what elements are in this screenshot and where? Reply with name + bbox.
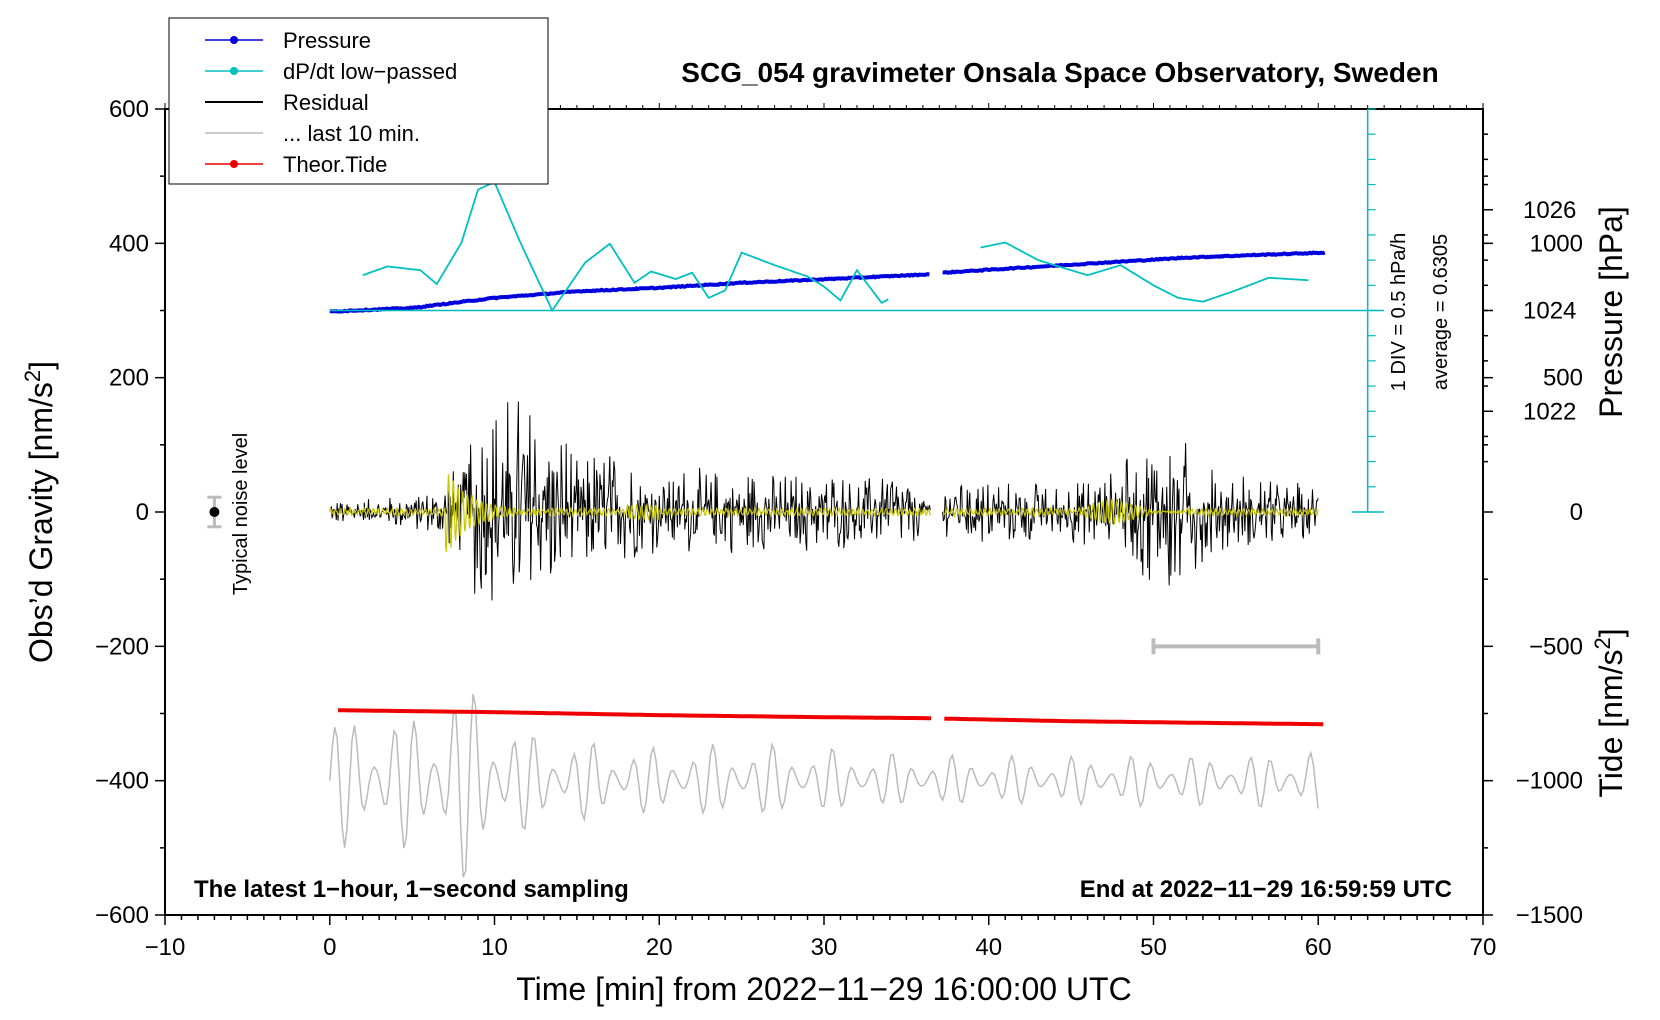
legend-label: ... last 10 min. (283, 121, 420, 146)
legend-marker (230, 160, 238, 168)
legend-label: Residual (283, 90, 369, 115)
last-10-min-line (329, 693, 1319, 878)
pressure-line (942, 250, 1326, 275)
annotation-layer (207, 108, 1385, 655)
legend: Pressure dP/dt low−passed Residual ... last… (168, 17, 549, 185)
filtered-residual-line (329, 474, 931, 552)
y-axis-label-tide: Tide [nm/s2] (1590, 628, 1629, 797)
pressure-tick-label: 1024 (1523, 298, 1576, 325)
x-tick-label: −10 (145, 934, 186, 961)
y-tick-label: 600 (109, 96, 149, 123)
tide-tick-label: 500 (1543, 365, 1583, 392)
y-axis-label-tide-main: Tide [nm/s (1593, 649, 1629, 797)
y-axis-label-pressure: Pressure [hPa] (1593, 206, 1629, 418)
y-axis-label-left-sup: 2 (20, 370, 45, 382)
y-tick-label: −200 (95, 633, 149, 660)
y-tick-label: −400 (95, 768, 149, 795)
legend-label: dP/dt low−passed (283, 59, 457, 84)
y-tick-label: 400 (109, 230, 149, 257)
tide-tick-label: 1000 (1530, 230, 1583, 257)
y-axis-label-left-main: Obs’d Gravity [nm/s (23, 382, 59, 663)
tide-tick-label: −1500 (1516, 902, 1583, 929)
x-tick-label: 0 (323, 934, 336, 961)
x-tick-label: 40 (975, 934, 1002, 961)
residual-line (329, 401, 931, 601)
x-axis-label: Time [min] from 2022−11−29 16:00:00 UTC (516, 971, 1131, 1007)
pressure-line (329, 272, 930, 314)
x-tick-label: 10 (481, 934, 508, 961)
tide-tick-label: −1000 (1516, 768, 1583, 795)
div-scale-label: 1 DIV = 0.5 hPa/h (1388, 233, 1410, 391)
tide-line (944, 716, 1324, 727)
note-sampling: The latest 1−hour, 1−second sampling (194, 876, 629, 903)
y-tick-label: 200 (109, 365, 149, 392)
chart-title: SCG_054 gravimeter Onsala Space Observat… (681, 57, 1438, 88)
tide-tick-label: 0 (1570, 499, 1583, 526)
dpdt-line (980, 241, 1309, 303)
series-layer (329, 180, 1326, 878)
filtered-residual-line (942, 499, 1319, 525)
y-tick-label: −600 (95, 902, 149, 929)
x-tick-label: 60 (1305, 934, 1332, 961)
pressure-tick-label: 1022 (1523, 398, 1576, 425)
legend-label: Theor.Tide (283, 152, 387, 177)
legend-marker (230, 36, 238, 44)
x-tick-label: 30 (811, 934, 838, 961)
x-tick-label: 20 (646, 934, 673, 961)
y-tick-label: 0 (136, 499, 149, 526)
dpdt-line (362, 180, 889, 313)
x-tick-label: 70 (1470, 934, 1497, 961)
tide-tick-label: −500 (1529, 633, 1583, 660)
x-tick-label: 50 (1140, 934, 1167, 961)
residual-line (942, 443, 1319, 586)
note-end-time: End at 2022−11−29 16:59:59 UTC (1080, 876, 1452, 903)
y-axis-label-left: Obs’d Gravity [nm/s2] (20, 361, 59, 663)
pressure-tick-label: 1026 (1523, 197, 1576, 224)
noise-level-label: Typical noise level (230, 433, 252, 595)
noise-dot (209, 507, 220, 517)
y-axis-label-left-end: ] (23, 361, 59, 370)
average-label: average = 0.6305 (1430, 234, 1452, 390)
y-axis-label-tide-end: ] (1593, 628, 1629, 637)
y-axis-label-tide-sup: 2 (1590, 637, 1615, 649)
legend-label: Pressure (283, 28, 371, 53)
axis-ticks: −10 0 10 20 30 40 50 60 70 −600 −400 −200 0 200 400 600… (95, 96, 1583, 961)
legend-marker (230, 67, 238, 75)
tide-line (337, 708, 932, 721)
